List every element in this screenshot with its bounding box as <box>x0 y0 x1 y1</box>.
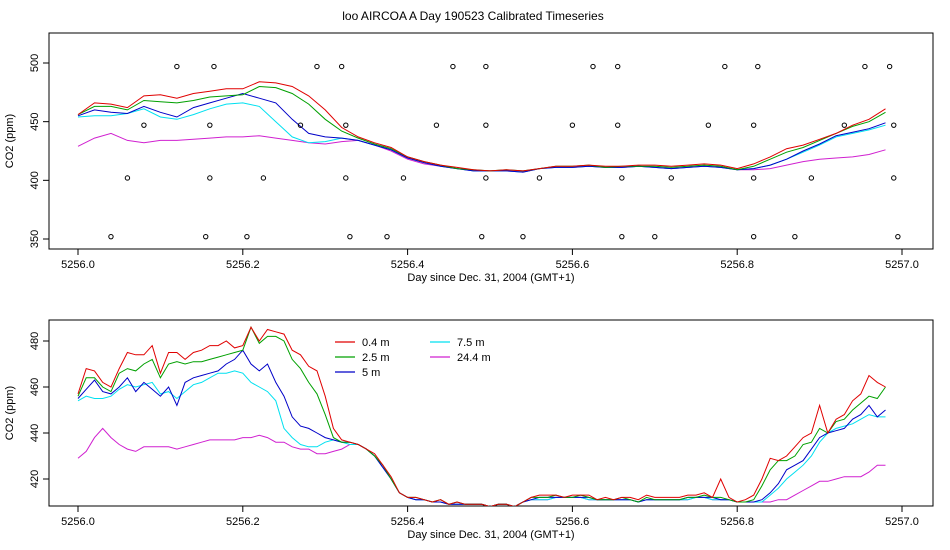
x-tick-label: 5256.4 <box>391 259 425 271</box>
x-tick-label: 5256.8 <box>720 516 754 528</box>
series-line-0-4-m <box>77 326 886 506</box>
data-point <box>483 122 489 128</box>
legend-label: 24.4 m <box>457 352 491 364</box>
data-point <box>792 233 798 240</box>
data-point <box>297 122 304 128</box>
data-point <box>343 122 349 128</box>
data-point <box>203 233 209 240</box>
y-tick-label: 500 <box>29 54 41 72</box>
data-point <box>384 233 390 240</box>
series-line-0-4-m <box>77 81 886 172</box>
data-point <box>619 175 625 181</box>
legend-label: 0.4 m <box>362 337 390 349</box>
plot-frame <box>48 32 934 250</box>
data-point <box>668 175 674 181</box>
data-point <box>886 63 893 70</box>
x-tick-label: 5256.8 <box>720 259 754 271</box>
legend: 0.4 m 2.5 m 5 m 7.5 m 24.4 m <box>335 337 491 379</box>
data-point <box>174 63 180 70</box>
x-tick-label: 5256.4 <box>391 516 425 528</box>
legend-label: 2.5 m <box>362 352 390 364</box>
data-point <box>244 233 250 240</box>
data-point <box>260 175 267 181</box>
y-tick-label: 460 <box>29 378 41 396</box>
series-line-5-m <box>77 92 886 173</box>
data-point <box>750 122 757 128</box>
x-tick-label: 5256.0 <box>61 259 95 271</box>
data-point <box>895 233 901 240</box>
data-point <box>619 233 625 240</box>
data-point <box>615 122 621 128</box>
data-point <box>520 233 526 240</box>
x-tick-label: 5256.0 <box>61 516 95 528</box>
x-tick-label: 5256.2 <box>226 516 260 528</box>
series-line-24-4-m <box>77 427 886 506</box>
y-axis-label: CO2 (ppm) <box>4 386 16 440</box>
data-point <box>705 122 712 128</box>
x-axis-label: Day since Dec. 31, 2004 (GMT+1) <box>407 272 574 284</box>
series-line-7-5-m <box>77 370 886 506</box>
data-point <box>124 175 131 181</box>
data-point <box>450 63 456 70</box>
data-point <box>207 122 213 128</box>
data-point <box>891 122 897 128</box>
data-point <box>483 175 489 181</box>
data-point <box>862 63 868 70</box>
series-line-2-5-m <box>77 85 886 172</box>
plot-area <box>77 325 886 506</box>
x-tick-label: 5256.6 <box>556 259 590 271</box>
legend-label: 7.5 m <box>457 337 485 349</box>
data-point <box>722 63 728 70</box>
data-point <box>536 175 543 181</box>
data-point <box>141 122 147 128</box>
data-point <box>750 175 757 181</box>
legend-label: 5 m <box>362 367 380 379</box>
data-point <box>750 233 757 240</box>
plot-frame <box>48 319 934 507</box>
data-point <box>400 175 407 181</box>
figure-title: loo AIRCOA A Day 190523 Calibrated Times… <box>342 9 603 23</box>
x-tick-label: 5257.0 <box>885 516 919 528</box>
y-tick-label: 440 <box>29 424 41 442</box>
y-tick-label: 420 <box>29 470 41 488</box>
data-point <box>891 175 897 181</box>
x-tick-label: 5256.6 <box>556 516 590 528</box>
x-tick-label: 5256.2 <box>226 259 260 271</box>
x-axis-label: Day since Dec. 31, 2004 (GMT+1) <box>407 529 574 541</box>
y-tick-label: 400 <box>29 171 41 189</box>
data-point <box>343 175 349 181</box>
data-point <box>108 233 114 240</box>
data-point <box>841 122 848 128</box>
data-point <box>433 122 440 128</box>
data-point <box>590 63 596 70</box>
data-point <box>479 233 485 240</box>
data-point <box>347 233 353 240</box>
plot-area <box>77 63 901 240</box>
bottom-chart-panel: 5256.0 5256.2 5256.4 5256.6 5256.8 5257.0 420 4… <box>4 319 934 541</box>
data-point <box>808 175 815 181</box>
y-tick-label: 450 <box>29 112 41 130</box>
data-point <box>483 63 489 70</box>
data-point <box>569 122 576 128</box>
series-line-5-m <box>77 349 886 506</box>
top-chart-panel: 5256.0 5256.2 5256.4 5256.6 5256.8 5257.0 350 4… <box>4 32 934 284</box>
data-point <box>211 63 217 70</box>
y-tick-label: 350 <box>29 230 41 248</box>
data-point <box>207 175 213 181</box>
data-point <box>615 63 621 70</box>
x-tick-label: 5257.0 <box>885 259 919 271</box>
y-axis-label: CO2 (ppm) <box>4 114 16 168</box>
y-tick-label: 480 <box>29 332 41 350</box>
data-point <box>755 63 761 70</box>
data-point <box>652 233 658 240</box>
data-point <box>314 63 320 70</box>
data-point <box>338 63 345 70</box>
